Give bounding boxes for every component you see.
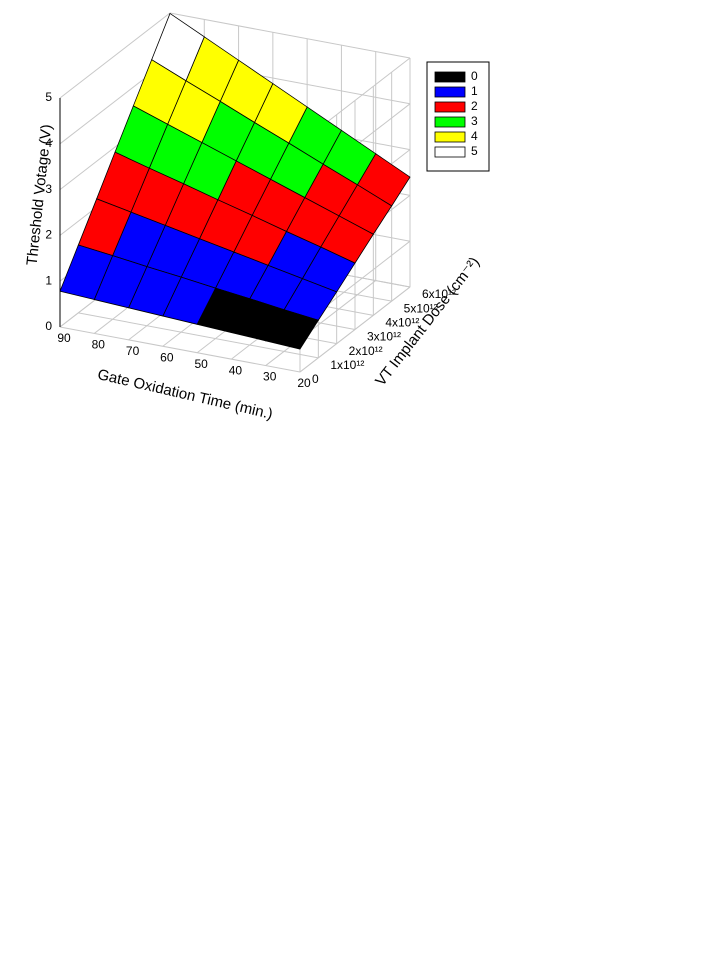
z-tick-label: 2 bbox=[45, 228, 52, 242]
z-tick-label: 4 bbox=[45, 136, 52, 150]
legend-swatch bbox=[434, 146, 466, 158]
legend-label: 4 bbox=[471, 129, 478, 143]
y-tick-label: 3x10¹² bbox=[367, 330, 401, 344]
surface bbox=[59, 12, 411, 350]
y-tick-label: 0 bbox=[312, 372, 319, 386]
z-tick-label: 0 bbox=[45, 319, 52, 333]
x-tick-label: 90 bbox=[57, 331, 71, 345]
legend-label: 3 bbox=[471, 114, 478, 128]
y-tick-label: 6x10¹² bbox=[422, 287, 456, 301]
surface-cell bbox=[59, 244, 114, 301]
x-tick-label: 70 bbox=[126, 344, 140, 358]
x-tick-label: 40 bbox=[229, 363, 243, 377]
legend-label: 0 bbox=[471, 69, 478, 83]
grid-line bbox=[59, 12, 171, 99]
legend-swatch bbox=[434, 71, 466, 83]
legend-label: 5 bbox=[471, 144, 478, 158]
grid-line bbox=[78, 312, 319, 359]
z-tick-label: 5 bbox=[45, 90, 52, 104]
x-tick-label: 80 bbox=[92, 338, 106, 352]
y-tick-label: 4x10¹² bbox=[385, 316, 419, 330]
legend-swatch bbox=[434, 116, 466, 128]
z-tick-label: 3 bbox=[45, 182, 52, 196]
grid-line bbox=[299, 286, 411, 373]
legend-label: 1 bbox=[471, 84, 478, 98]
x-axis-title: Gate Oxidation Time (min.) bbox=[96, 366, 274, 423]
grid-line bbox=[59, 326, 301, 373]
legend-swatch bbox=[434, 101, 466, 113]
x-tick-label: 30 bbox=[263, 370, 277, 384]
y-tick-label: 2x10¹² bbox=[349, 344, 383, 358]
y-tick-label: 5x10¹² bbox=[404, 301, 438, 315]
legend-label: 2 bbox=[471, 99, 478, 113]
legend-swatch bbox=[434, 86, 466, 98]
x-tick-label: 60 bbox=[160, 350, 174, 364]
legend-swatch bbox=[434, 131, 466, 143]
y-tick-label: 1x10¹² bbox=[330, 358, 364, 372]
x-tick-label: 20 bbox=[297, 376, 311, 390]
z-tick-label: 1 bbox=[45, 273, 52, 287]
x-tick-label: 50 bbox=[194, 357, 208, 371]
grid-line bbox=[169, 12, 411, 59]
